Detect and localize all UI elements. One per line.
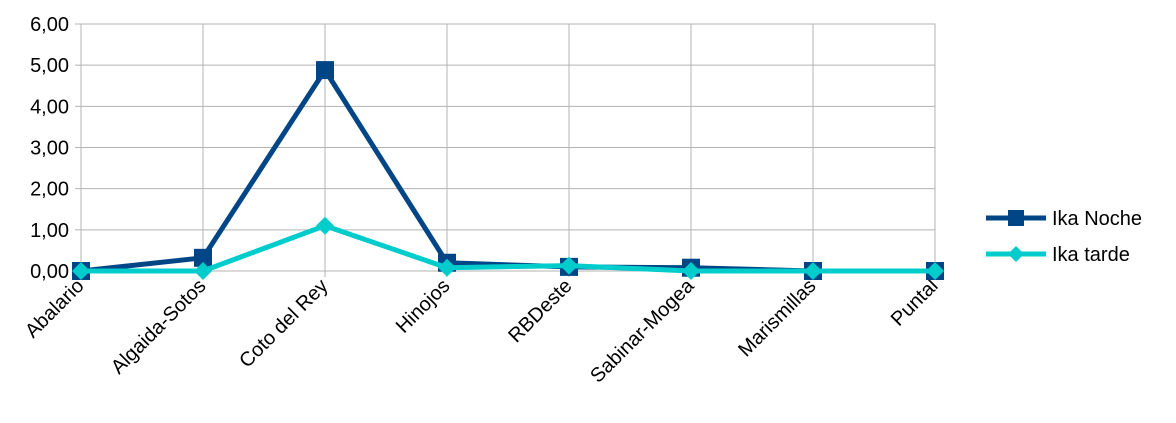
y-tick-label: 4,00: [30, 96, 69, 118]
x-tick-label: RBDeste: [504, 275, 576, 347]
data-point-diamond: [438, 258, 456, 277]
y-tick-label: 0,00: [30, 261, 69, 283]
y-axis-ticks: 0,00 1,00 2,00 3,00 4,00 5,00 6,00: [30, 14, 69, 283]
data-point-diamond: [316, 216, 334, 235]
data-point-diamond: [194, 262, 212, 280]
y-tick-label: 2,00: [30, 179, 69, 201]
x-tick-label: Coto del Rey: [235, 275, 332, 372]
legend-label: Ika tarde: [1052, 244, 1130, 266]
y-tick-label: 3,00: [30, 138, 69, 160]
series-line-ika-tarde: [78, 223, 938, 274]
data-point-square: [194, 248, 212, 267]
plot-frame: [80, 23, 936, 272]
data-point-diamond: [72, 262, 90, 280]
data-point-diamond: [682, 262, 700, 280]
x-tick-label: Algaida-Sotos: [107, 275, 211, 379]
legend-label: Ika Noche: [1052, 208, 1142, 230]
data-point-diamond: [804, 262, 822, 280]
grid-lines: [75, 23, 936, 277]
data-point-diamond: [926, 262, 944, 280]
data-point-square: [1008, 210, 1024, 226]
x-axis-ticks: Abalario Algaida-Sotos Coto del Rey Hinojos…: [21, 274, 942, 387]
y-tick-label: 5,00: [30, 55, 69, 77]
data-point-diamond: [1008, 246, 1024, 262]
data-point-square: [316, 61, 334, 80]
x-tick-label: Puntal: [887, 275, 943, 331]
y-tick-label: 1,00: [30, 220, 69, 242]
series-line-ika-noche: [78, 67, 938, 274]
y-tick-label: 6,00: [30, 14, 69, 36]
data-point-diamond: [560, 256, 578, 275]
x-tick-label: Hinojos: [392, 275, 455, 338]
x-tick-label: Abalario: [21, 275, 88, 342]
legend: Ika Noche Ika tarde: [986, 208, 1142, 266]
x-tick-label: Marismillas: [734, 275, 820, 361]
x-tick-label: Sabinar-Mogea: [586, 274, 699, 387]
series-group: [72, 61, 944, 280]
